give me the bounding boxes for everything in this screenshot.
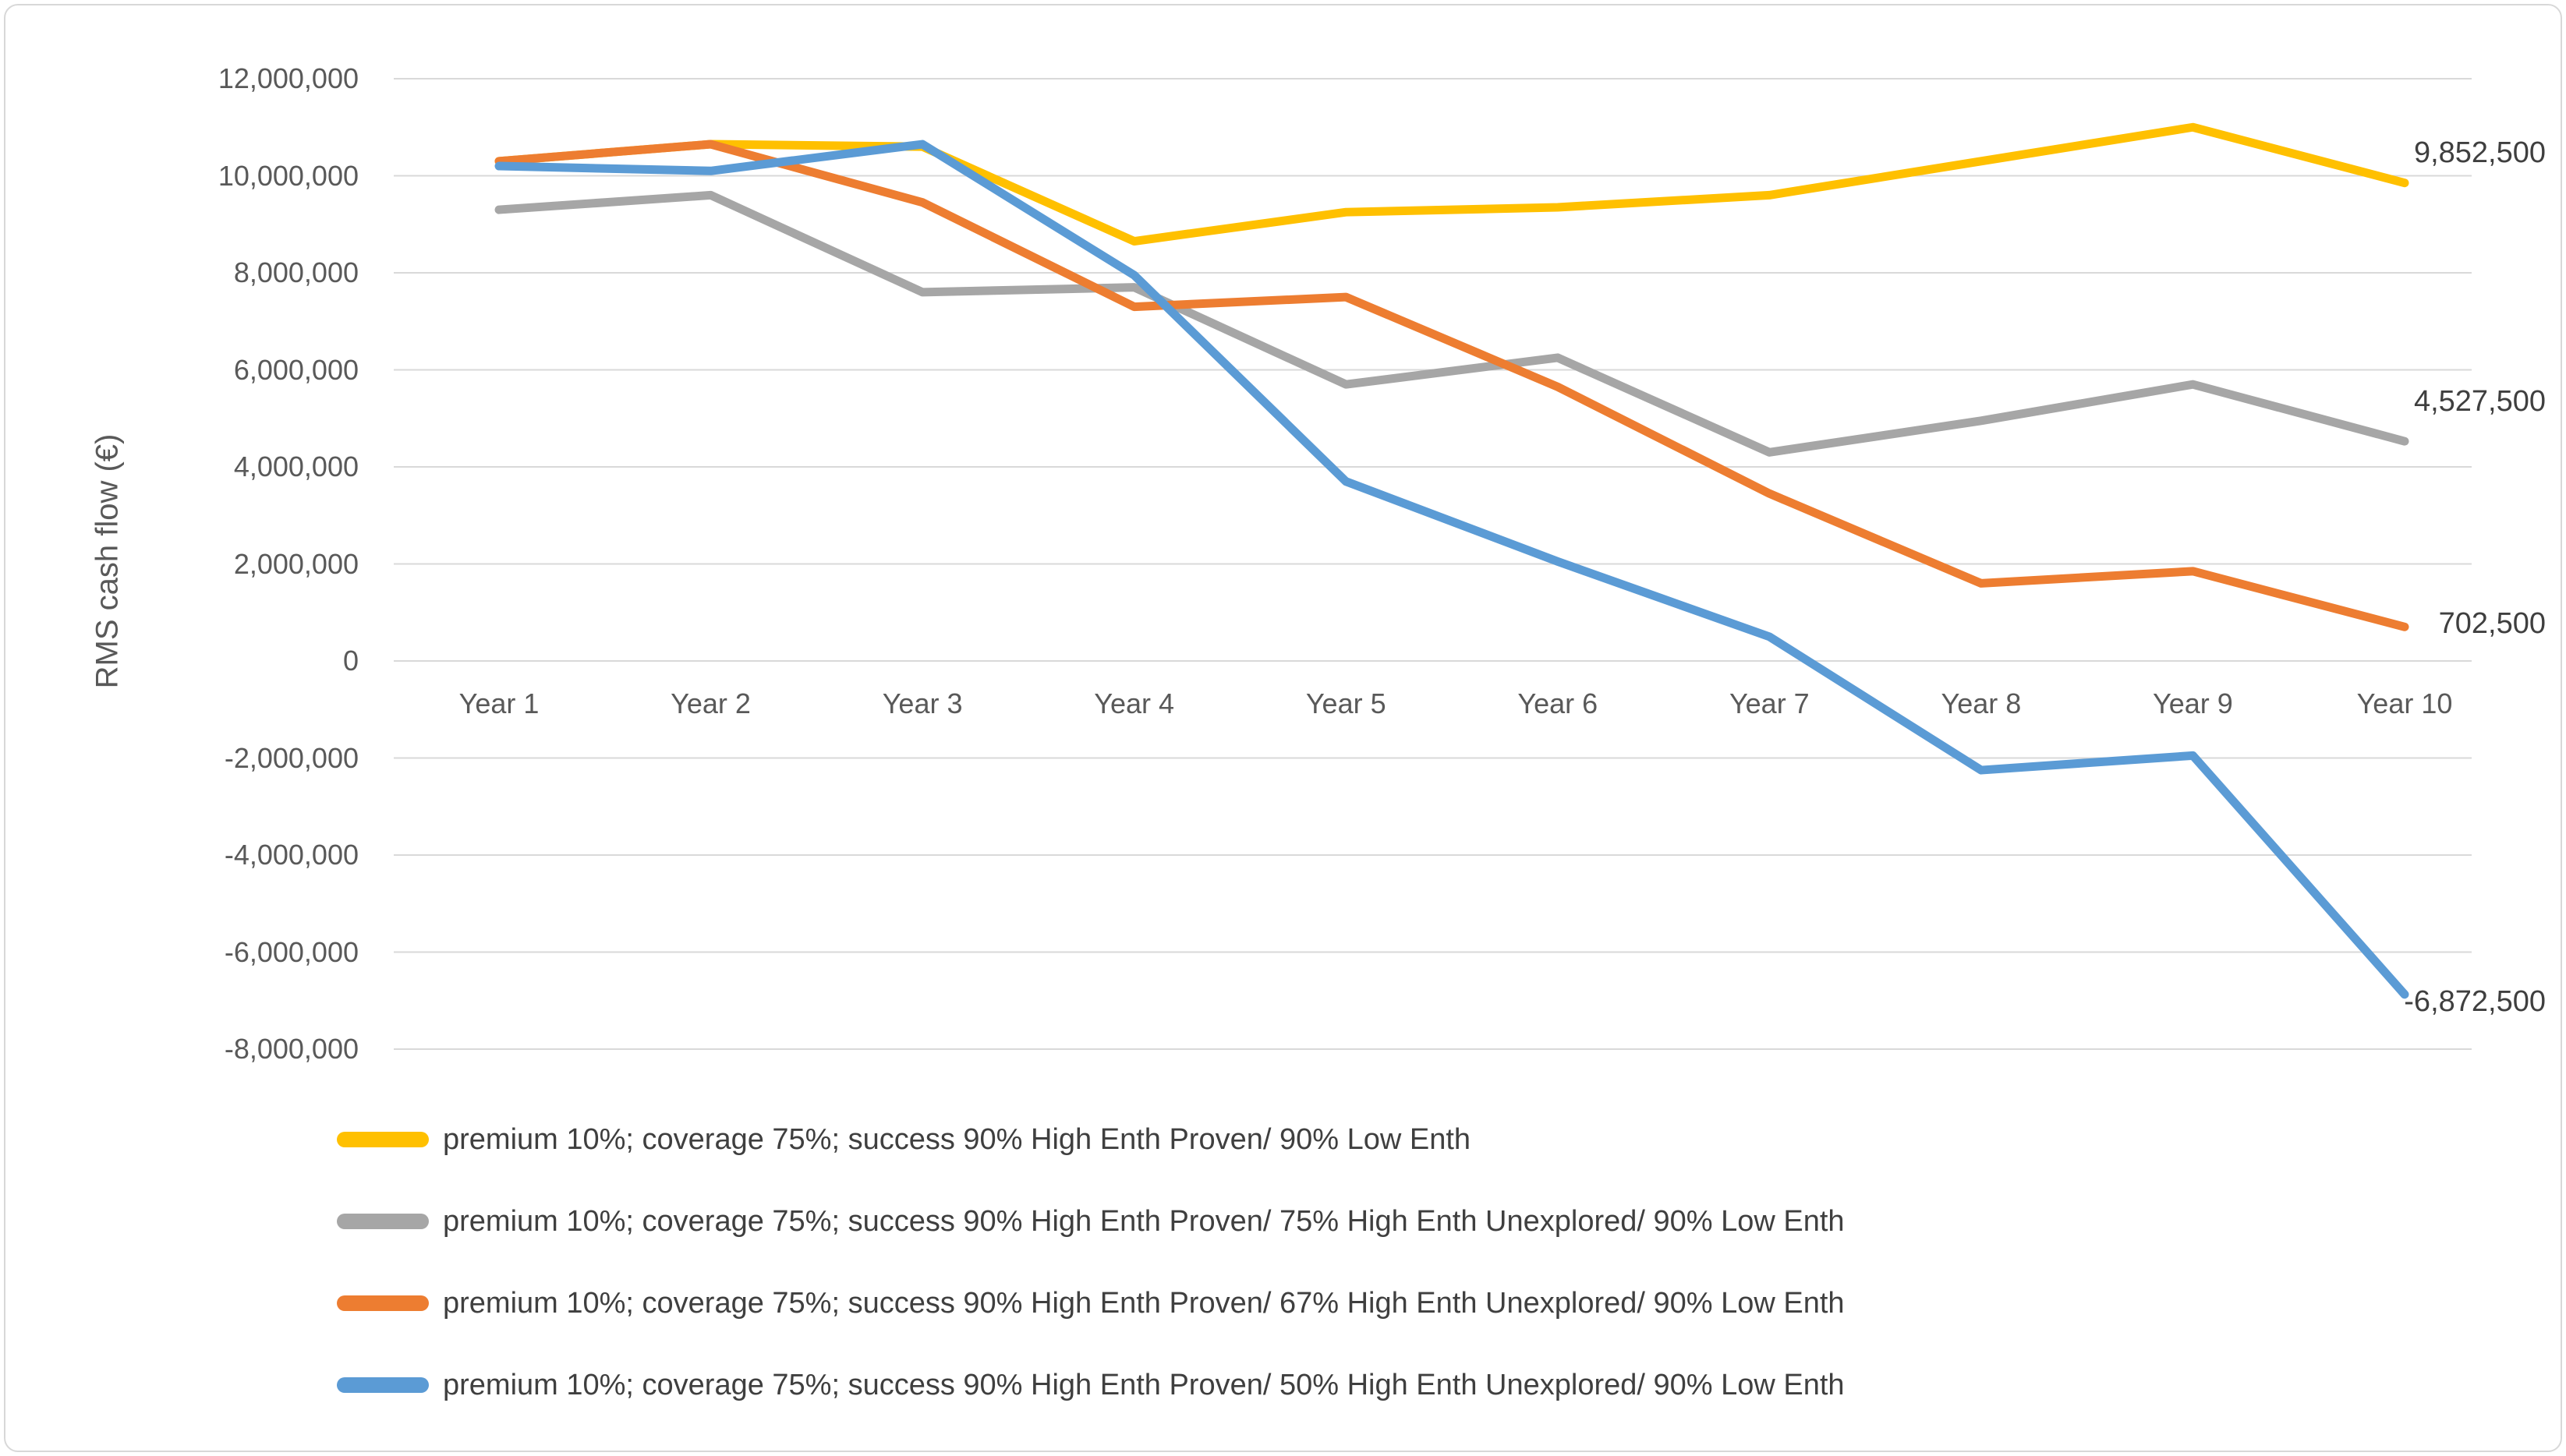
legend-swatch-icon bbox=[337, 1295, 429, 1311]
y-axis-tick-label: 0 bbox=[342, 645, 359, 677]
legend-label: premium 10%; coverage 75%; success 90% H… bbox=[443, 1369, 1845, 1401]
x-axis-category-label: Year 8 bbox=[1941, 687, 2022, 719]
x-axis-category-label: Year 3 bbox=[882, 687, 963, 719]
y-axis-title: RMS cash flow (€) bbox=[90, 433, 125, 689]
series-end-value-label: -6,872,500 bbox=[2404, 984, 2546, 1018]
y-axis-tick-label: -4,000,000 bbox=[224, 839, 359, 871]
x-axis-category-label: Year 9 bbox=[2153, 687, 2233, 719]
y-axis-tick-label: -2,000,000 bbox=[224, 741, 359, 774]
series-line bbox=[494, 190, 2409, 457]
x-axis-category-label: Year 7 bbox=[1729, 687, 1810, 719]
chart-border bbox=[4, 4, 2562, 1452]
legend-swatch-icon bbox=[337, 1377, 429, 1393]
legend-label: premium 10%; coverage 75%; success 90% H… bbox=[443, 1205, 1845, 1238]
series-line bbox=[494, 140, 2409, 999]
y-axis-tick-label: 2,000,000 bbox=[233, 547, 359, 580]
series-end-value-label: 4,527,500 bbox=[2413, 385, 2546, 419]
series-end-value-label: 9,852,500 bbox=[2413, 136, 2546, 169]
x-axis-category-label: Year 6 bbox=[1517, 687, 1598, 719]
y-axis-tick-label: 8,000,000 bbox=[233, 256, 359, 288]
legend-swatch-icon bbox=[337, 1132, 429, 1147]
y-axis-tick-label: 4,000,000 bbox=[233, 451, 359, 482]
series-line bbox=[494, 122, 2409, 246]
series-end-value-label: 702,500 bbox=[2438, 607, 2546, 641]
y-axis-tick-label: 12,000,000 bbox=[218, 62, 359, 94]
x-axis-category-label: Year 4 bbox=[1094, 687, 1175, 719]
legend-label: premium 10%; coverage 75%; success 90% H… bbox=[443, 1287, 1845, 1320]
legend-item: premium 10%; coverage 75%; success 90% H… bbox=[337, 1281, 1845, 1325]
x-axis-category-label: Year 1 bbox=[458, 687, 540, 719]
y-axis-tick-label: 6,000,000 bbox=[233, 353, 359, 386]
legend-swatch-icon bbox=[337, 1214, 429, 1229]
legend-item: premium 10%; coverage 75%; success 90% H… bbox=[337, 1118, 1471, 1161]
y-axis-tick-label: 10,000,000 bbox=[218, 159, 359, 192]
legend-item: premium 10%; coverage 75%; success 90% H… bbox=[337, 1363, 1845, 1407]
x-axis-category-label: Year 2 bbox=[671, 687, 751, 719]
series-line bbox=[494, 140, 2409, 631]
x-axis-category-label: Year 10 bbox=[2356, 687, 2453, 719]
y-axis-tick-label: -6,000,000 bbox=[224, 935, 359, 968]
legend-label: premium 10%; coverage 75%; success 90% H… bbox=[443, 1123, 1471, 1156]
y-axis-tick-label: -8,000,000 bbox=[224, 1033, 359, 1065]
x-axis-category-label: Year 5 bbox=[1305, 687, 1386, 719]
legend-item: premium 10%; coverage 75%; success 90% H… bbox=[337, 1200, 1845, 1243]
